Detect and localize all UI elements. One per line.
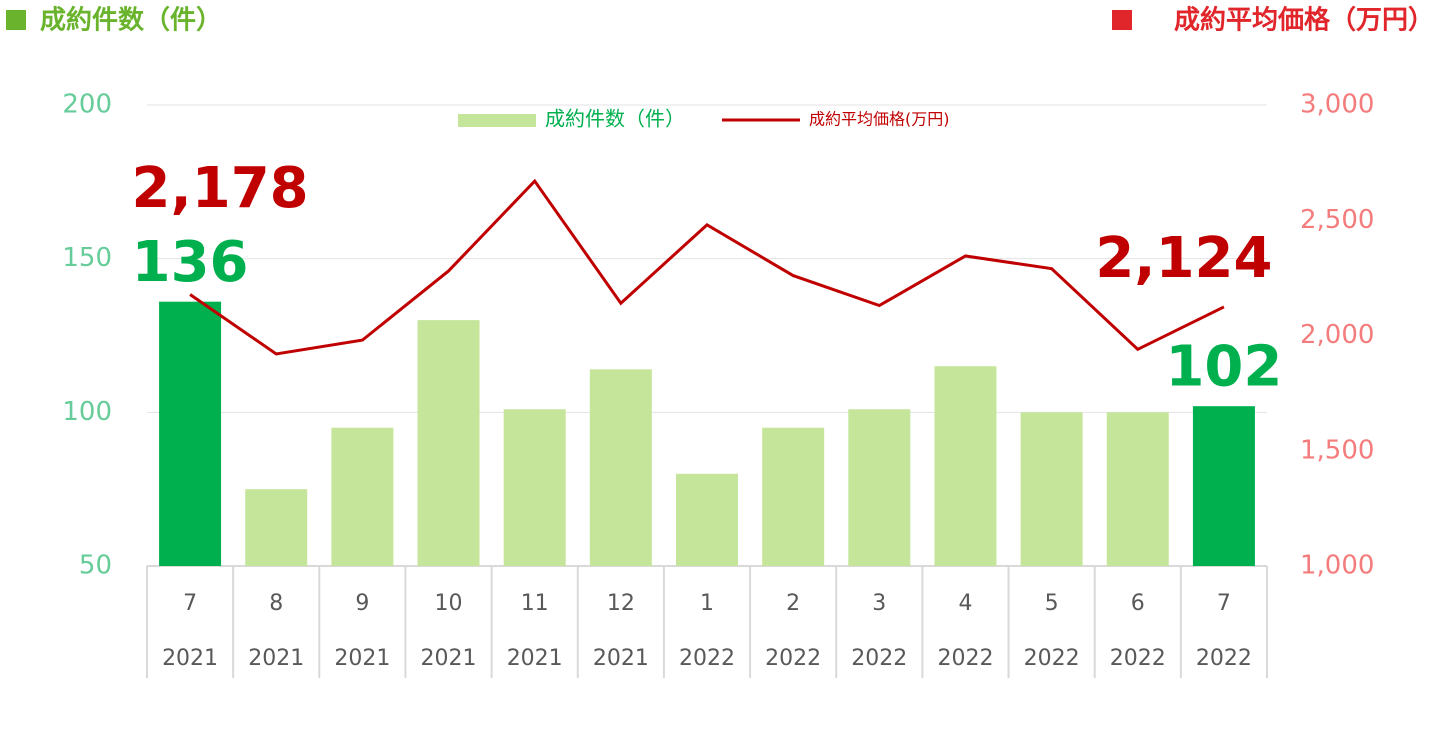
- x-tick-label: 7: [1217, 591, 1231, 616]
- x-tick-year: 2022: [851, 646, 907, 671]
- line: [189, 178, 1225, 356]
- bar-data-label: 136: [132, 230, 249, 295]
- x-tick-year: 2022: [1196, 646, 1252, 671]
- x-tick-year: 2022: [765, 646, 821, 671]
- bar: [934, 366, 997, 566]
- x-tick-label: 1: [700, 591, 714, 616]
- bar: [762, 427, 825, 566]
- bar: [503, 409, 566, 566]
- y-tick-label: 100: [62, 397, 112, 427]
- y2-tick-label: 1,000: [1300, 551, 1374, 581]
- y2-tick-label: 1,500: [1300, 435, 1374, 465]
- x-tick-label: 10: [435, 591, 463, 616]
- y2-axis-title: 成約平均価格（万円）: [1174, 5, 1434, 36]
- bar: [159, 301, 222, 566]
- y-tick-label: 200: [62, 90, 112, 120]
- x-tick-label: 2: [786, 591, 800, 616]
- x-tick-label: 3: [872, 591, 886, 616]
- y2-tick-label: 2,000: [1300, 320, 1374, 350]
- line-data-label: 2,178: [132, 156, 309, 221]
- x-tick-year: 2021: [334, 646, 390, 671]
- y-label-marker: [6, 10, 26, 30]
- x-tick-label: 4: [958, 591, 972, 616]
- bar: [1106, 412, 1169, 566]
- x-tick-year: 2021: [507, 646, 563, 671]
- bar: [589, 369, 652, 566]
- y2-tick-label: 3,000: [1300, 90, 1374, 120]
- x-tick-label: 6: [1131, 591, 1145, 616]
- x-tick-label: 5: [1045, 591, 1059, 616]
- y2-tick-label: 2,500: [1300, 205, 1374, 235]
- x-tick-year: 2022: [1024, 646, 1080, 671]
- bar: [417, 320, 480, 566]
- x-tick-year: 2022: [1110, 646, 1166, 671]
- line-data-label: 2,124: [1095, 226, 1272, 291]
- x-tick-year: 2021: [421, 646, 477, 671]
- bar-data-label: 102: [1165, 334, 1282, 399]
- x-tick-label: 11: [521, 591, 549, 616]
- bar: [245, 489, 308, 566]
- legend-label: 成約件数（件）: [545, 107, 685, 131]
- x-tick-label: 8: [269, 591, 283, 616]
- legend-swatch: [458, 114, 536, 127]
- bar: [1192, 406, 1255, 566]
- x-tick-label: 7: [183, 591, 197, 616]
- y-tick-label: 50: [79, 551, 112, 581]
- y-axis-title: 成約件数（件）: [40, 5, 222, 36]
- x-tick-label: 12: [607, 591, 635, 616]
- bar: [331, 427, 394, 566]
- x-tick-year: 2022: [937, 646, 993, 671]
- bar: [1020, 412, 1083, 566]
- bar: [676, 473, 738, 566]
- y2-label-marker: [1112, 10, 1132, 30]
- legend-label: 成約平均価格(万円): [809, 110, 950, 129]
- x-tick-label: 9: [355, 591, 369, 616]
- y-tick-label: 150: [62, 243, 112, 273]
- x-tick-year: 2021: [248, 646, 304, 671]
- bar: [848, 409, 911, 566]
- x-tick-year: 2021: [593, 646, 649, 671]
- x-tick-year: 2021: [162, 646, 218, 671]
- x-tick-year: 2022: [679, 646, 735, 671]
